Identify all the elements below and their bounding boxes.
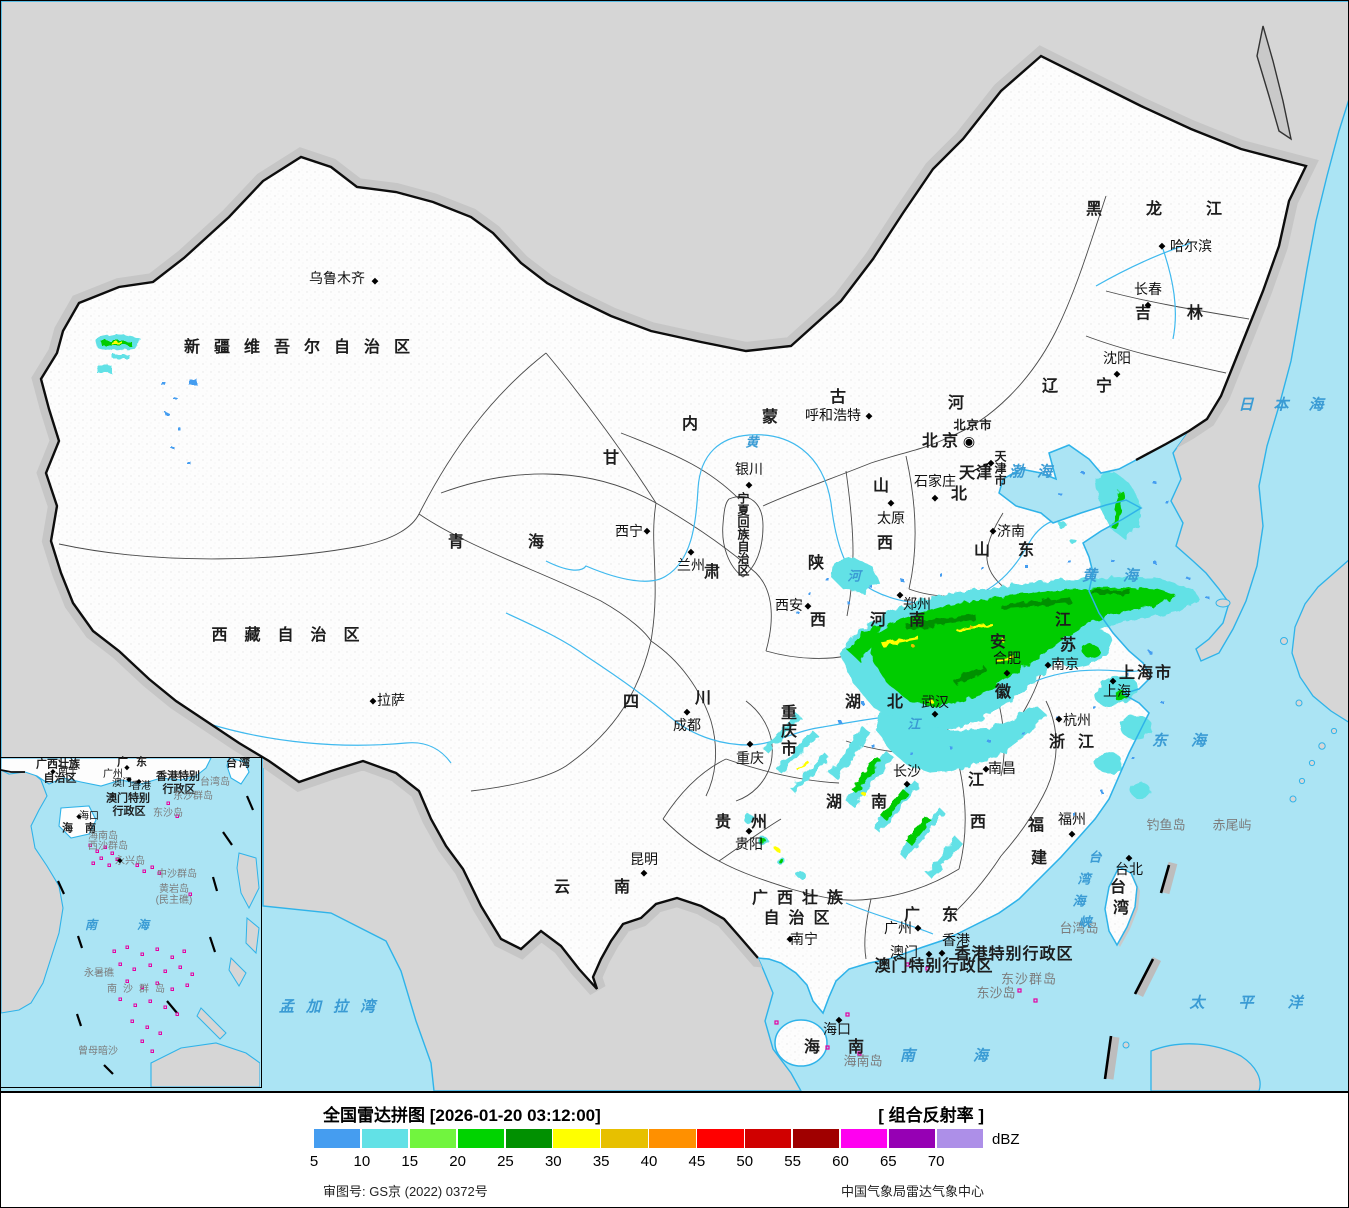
hainan-island	[774, 1019, 828, 1067]
rivers	[205, 242, 1192, 935]
legend-tick-15: 15	[401, 1153, 419, 1170]
inset-nine-dash-line	[57, 795, 255, 1075]
legend-tick-35: 35	[592, 1153, 610, 1170]
legend-color-scale	[314, 1129, 984, 1148]
legend-color-cell-25	[505, 1129, 552, 1148]
inset-border	[1, 769, 25, 773]
legend-color-cell-50	[745, 1129, 792, 1148]
legend-color-cell-40	[649, 1129, 696, 1148]
inset-philippines	[196, 852, 260, 1040]
legend-tick-45: 45	[688, 1153, 706, 1170]
legend-color-cell-45	[697, 1129, 744, 1148]
legend-unit: dBZ	[992, 1131, 1020, 1148]
island-marks	[774, 962, 1038, 1056]
legend-tick-row: 5 10 15 20 25 30 35 40 45 50 55 60 65 70	[1, 1153, 1348, 1173]
legend-color-cell-15	[409, 1129, 457, 1148]
legend-product-name: [ 组合反射率 ]	[878, 1106, 984, 1125]
legend-color-cell-60	[840, 1129, 888, 1148]
nine-dash-line	[1103, 861, 1178, 1080]
inset-indochina	[1, 767, 64, 1014]
legend-color-cell-5	[314, 1129, 361, 1148]
legend-tick-20: 20	[449, 1153, 466, 1170]
legend-color-cell-30	[553, 1129, 600, 1148]
taiwan-island	[1104, 865, 1138, 947]
inset-borneo	[150, 1042, 260, 1087]
legend-color-cell-55	[792, 1129, 840, 1148]
map-license-number: 审图号: GS京 (2022) 0372号	[323, 1184, 488, 1199]
tianjin-arrow	[972, 463, 989, 472]
japan-islands	[1215, 25, 1348, 803]
legend-tick-65: 65	[879, 1153, 897, 1170]
legend-color-cell-65	[888, 1129, 936, 1148]
radar-echo-layer	[95, 334, 1209, 879]
southeast-islands	[1122, 1041, 1261, 1091]
legend-tick-50: 50	[736, 1153, 754, 1170]
inset-canvas	[1, 758, 260, 1087]
inset-taiwan	[226, 758, 250, 785]
legend-tick-70: 70	[927, 1153, 945, 1170]
legend-tick-55: 55	[784, 1153, 801, 1170]
inset-island-marks	[88, 801, 194, 1053]
legend-color-cell-70	[936, 1129, 983, 1148]
south-china-sea-inset: 广西壮族 自治区 广东 香港特别 行政区 澳门特别 行政区 台湾 海南 南宁 广州 澳门 香港 海口 台湾岛…	[1, 757, 262, 1088]
national-border	[39, 54, 1308, 990]
china-radar-map: 黑龙江 吉林 辽宁内蒙古河北山西山东 河南江苏安徽陕西甘肃青海 宁夏回族自治区 新疆维吾尔…	[1, 1, 1348, 1091]
legend-color-cell-10	[361, 1129, 409, 1148]
legend-color-cell-35	[601, 1129, 648, 1148]
china-coastline	[757, 444, 1152, 1015]
legend-tick-60: 60	[832, 1153, 849, 1170]
legend-title: 全国雷达拼图 [2026-01-20 03:12:00]	[323, 1106, 601, 1125]
legend-panel: 全国雷达拼图 [2026-01-20 03:12:00] [ 组合反射率 ] d…	[1, 1091, 1348, 1207]
inset-hainan	[58, 805, 97, 839]
legend-tick-40: 40	[640, 1153, 658, 1170]
legend-tick-10: 10	[353, 1153, 371, 1170]
legend-color-cell-20	[457, 1129, 505, 1148]
legend-tick-5: 5	[309, 1153, 319, 1170]
legend-tick-30: 30	[544, 1153, 562, 1170]
data-source-credit: 中国气象局雷达气象中心	[840, 1184, 984, 1199]
legend-tick-25: 25	[497, 1153, 514, 1170]
